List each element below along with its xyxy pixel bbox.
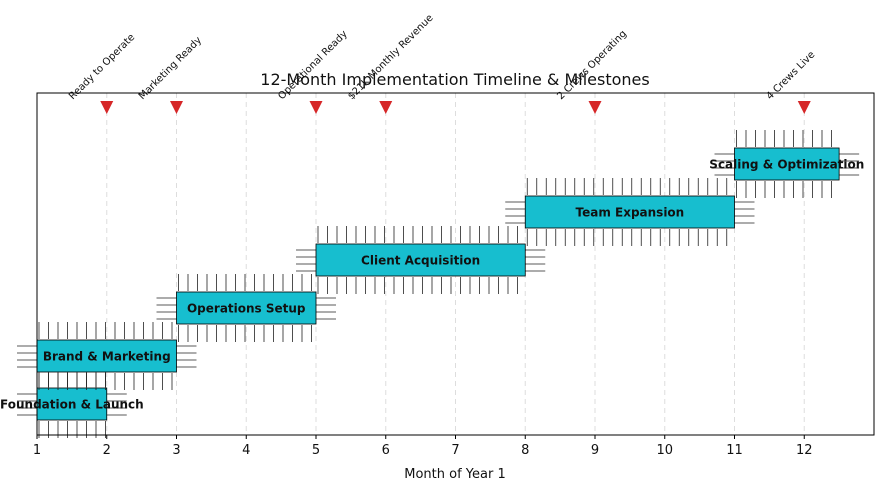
milestone-marker (170, 101, 183, 114)
phase-bar (315, 243, 526, 277)
x-tick-label: 4 (242, 443, 250, 458)
milestone-marker (100, 101, 114, 114)
phase-group: Client Acquisition (296, 226, 546, 294)
milestone-marker (309, 101, 323, 114)
phase-label: Scaling & Optimization (709, 158, 864, 172)
phase-bar (36, 387, 108, 421)
x-tick-label: 6 (382, 443, 390, 458)
x-tick-label: 12 (796, 443, 813, 458)
phase-label: Client Acquisition (361, 254, 480, 268)
milestone-label: Ready to Operate (67, 32, 137, 102)
x-axis: 1 2 3 4 5 6 7 8 9 10 11 12 (33, 435, 813, 458)
milestone-marker (588, 101, 602, 114)
phase-bar (176, 291, 317, 325)
chart-title: 12-Month Implementation Timeline & Miles… (260, 70, 649, 89)
phase-group: Foundation & Launch (0, 370, 144, 438)
phase-group: Operations Setup (156, 274, 336, 342)
bars-layer: Foundation & Launch Brand & Marketing Oper… (0, 130, 864, 438)
phase-bar (524, 195, 735, 229)
x-tick-label: 5 (312, 443, 320, 458)
x-tick-label: 11 (726, 443, 743, 458)
milestone-label: Marketing Ready (137, 35, 204, 102)
milestone-label: Operational Ready (276, 29, 350, 103)
x-tick-label: 10 (656, 443, 673, 458)
milestone-marker (797, 101, 811, 114)
x-tick-label: 9 (591, 443, 599, 458)
x-tick-label: 8 (521, 443, 529, 458)
phase-label: Operations Setup (187, 302, 306, 316)
phase-bar (36, 339, 177, 373)
phase-bar (734, 147, 840, 181)
milestone-layer: Ready to Operate Marketing Ready Operation… (67, 13, 817, 114)
milestone-label: 4 Crews Live (765, 49, 818, 102)
x-tick-label: 2 (103, 443, 111, 458)
phase-label: Team Expansion (576, 206, 685, 220)
milestone-marker (379, 101, 393, 114)
x-axis-title: Month of Year 1 (404, 467, 505, 482)
phase-label: Brand & Marketing (43, 350, 171, 364)
x-tick-label: 7 (451, 443, 459, 458)
phase-group: Scaling & Optimization (709, 130, 864, 198)
x-tick-label: 3 (172, 443, 180, 458)
phase-group: Team Expansion (505, 178, 755, 246)
phase-label: Foundation & Launch (0, 398, 144, 412)
milestone-label: 2 Crews Operating (555, 28, 629, 102)
x-tick-label: 1 (33, 443, 41, 458)
phase-group: Brand & Marketing (17, 322, 197, 390)
